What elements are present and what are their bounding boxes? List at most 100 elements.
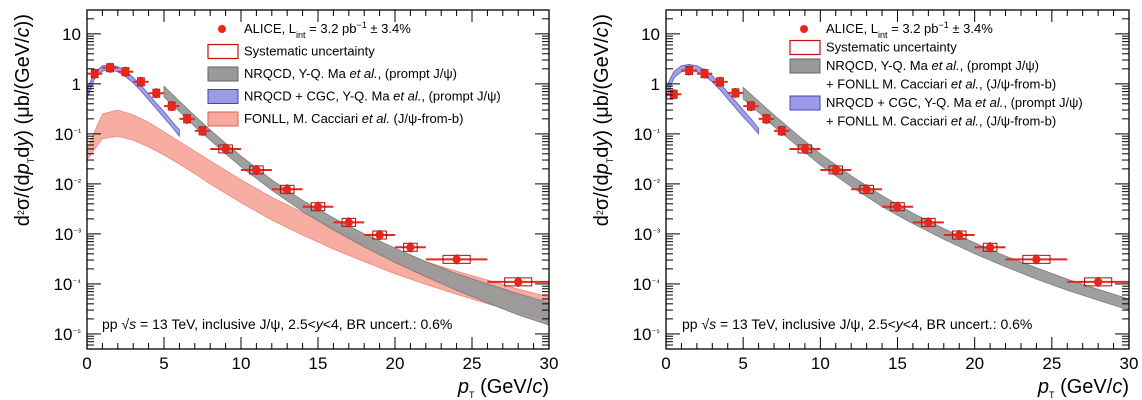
legend-label-part: , (J/ψ-from-b)	[979, 114, 1056, 129]
data-point	[313, 202, 323, 211]
data-point	[221, 144, 230, 154]
x-tick-label: 15	[888, 354, 907, 373]
legend-label-part: et al.	[951, 77, 979, 92]
y-tick-label: 10⁻⁴	[632, 275, 660, 294]
legend-label-part: et al.	[931, 58, 959, 73]
y-tick-label: 10	[641, 25, 660, 44]
data-point	[731, 88, 740, 98]
x-tick-label: 5	[159, 354, 168, 373]
annotation-part: <4, BR uncert.: 0.6%	[903, 316, 1033, 332]
legend-label-part: = 3.2 pb	[306, 21, 357, 36]
data-point	[762, 114, 771, 124]
data-point	[121, 67, 130, 76]
y-title-part: ))	[12, 14, 34, 27]
chart-annotation: pp √s = 13 TeV, inclusive J/ψ, 2.5<y<4, …	[102, 316, 452, 332]
y-tick-label: 10⁻⁵	[54, 325, 82, 344]
legend-label-part: = 3.2 pb	[888, 21, 939, 36]
y-axis-title: d2σ/(dpTdy) (μb/(GeV/c))	[12, 14, 36, 226]
annotation-part: <4, BR uncert.: 0.6%	[323, 316, 453, 332]
y-tick-exp: ⁻³	[73, 227, 81, 237]
x-title-part: c	[1112, 376, 1122, 398]
y-tick-base: 10	[54, 225, 73, 244]
data-point	[452, 255, 461, 264]
y-tick-exp: ⁻²	[73, 177, 81, 187]
y-tick-exp: ⁻⁵	[73, 327, 82, 337]
y-tick-exp: ⁻⁵	[652, 327, 661, 337]
y-title-part: p	[12, 163, 34, 175]
x-tick-label: 10	[811, 354, 830, 373]
legend-label-part: NRQCD + CGC, Y-Q. Ma	[244, 89, 393, 104]
y-tick-exp: ⁻¹	[652, 127, 660, 137]
legend-label-part: int	[878, 30, 888, 40]
x-tick-label: 5	[738, 354, 747, 373]
y-title-part: c	[12, 27, 34, 37]
y-tick-label: 10⁻³	[633, 225, 660, 244]
y-tick-label: 10⁻³	[54, 225, 81, 244]
data-point	[406, 243, 415, 252]
data-point	[252, 165, 261, 175]
y-title-part: d	[591, 215, 613, 226]
legend-dot-marker	[218, 25, 226, 33]
annotation-part: pp √	[102, 316, 129, 332]
y-tick-label: 10⁻²	[54, 175, 81, 194]
y-title-part: ) (μb/(GeV/	[591, 37, 613, 137]
y-tick-label: 1	[72, 75, 81, 94]
y-tick-label: 10⁻¹	[633, 125, 660, 144]
legend-blue-band	[789, 95, 821, 111]
data-point	[684, 66, 694, 75]
data-point	[375, 230, 384, 240]
legend-label-part: FONLL, M. Cacciari	[244, 111, 362, 126]
plot-area	[87, 62, 549, 326]
legend-label: + FONLL M. Cacciari et al., (J/ψ-from-b)	[826, 114, 1056, 129]
y-title-part: ) (μb/(GeV/	[12, 37, 34, 137]
legend-label-part: NRQCD, Y-Q. Ma	[244, 66, 349, 81]
y-tick-base: 10	[54, 175, 73, 194]
legend-label: ALICE, Lint = 3.2 pb−1 ± 3.4%	[826, 20, 993, 40]
legend-label: NRQCD + CGC, Y-Q. Ma et al., (prompt J/ψ…	[826, 95, 1083, 110]
y-tick-label: 10	[62, 25, 81, 44]
y-tick-label: 10⁻⁴	[53, 275, 81, 294]
x-title-part: c	[532, 376, 542, 398]
annotation-part: y	[315, 316, 324, 332]
legend-label-part: int	[296, 30, 306, 40]
y-tick-base: 10	[54, 325, 73, 344]
annotation-part: s	[129, 316, 136, 332]
x-tick-label: 0	[661, 354, 670, 373]
x-title-part: )	[542, 376, 549, 398]
y-tick-label: 10⁻²	[633, 175, 660, 194]
legend-label: ALICE, Lint = 3.2 pb−1 ± 3.4%	[244, 20, 411, 40]
data-point	[283, 185, 292, 194]
legend-label-part: ± 3.4%	[949, 21, 993, 36]
data-point	[182, 114, 192, 124]
legend-label: + FONLL M. Cacciari et al., (J/ψ-from-b)	[826, 77, 1056, 92]
data-point	[777, 126, 786, 136]
legend-label: NRQCD + CGC, Y-Q. Ma et al., (prompt J/ψ…	[244, 89, 501, 104]
y-title-part: σ/(d	[12, 174, 34, 210]
legend-label-part: et al.	[349, 66, 377, 81]
x-tick-label: 10	[232, 354, 251, 373]
data-point	[715, 77, 725, 87]
annotation-part: = 13 TeV, inclusive J/ψ, 2.5<	[136, 316, 316, 332]
legend-gray-band	[789, 58, 821, 74]
data-point	[344, 218, 353, 227]
x-title-part: p	[1037, 376, 1049, 398]
data-point	[746, 101, 756, 111]
data-point	[1093, 277, 1103, 287]
y-title-part: c	[591, 27, 613, 37]
data-point	[831, 165, 840, 175]
x-tick-label: 30	[1120, 354, 1139, 373]
legend-label-part: NRQCD + CGC, Y-Q. Ma	[826, 95, 975, 110]
x-tick-label: 25	[1042, 354, 1061, 373]
data-point	[893, 202, 902, 211]
y-title-part: d	[12, 147, 34, 158]
legend-dot-marker	[800, 25, 808, 33]
plot-area	[666, 63, 1129, 311]
data-point	[1032, 255, 1041, 264]
data-point	[862, 185, 871, 194]
legend-label-part: , (prompt J/ψ)	[378, 66, 457, 81]
y-title-part: d	[12, 215, 34, 226]
legend-label-part: et al.	[975, 95, 1003, 110]
